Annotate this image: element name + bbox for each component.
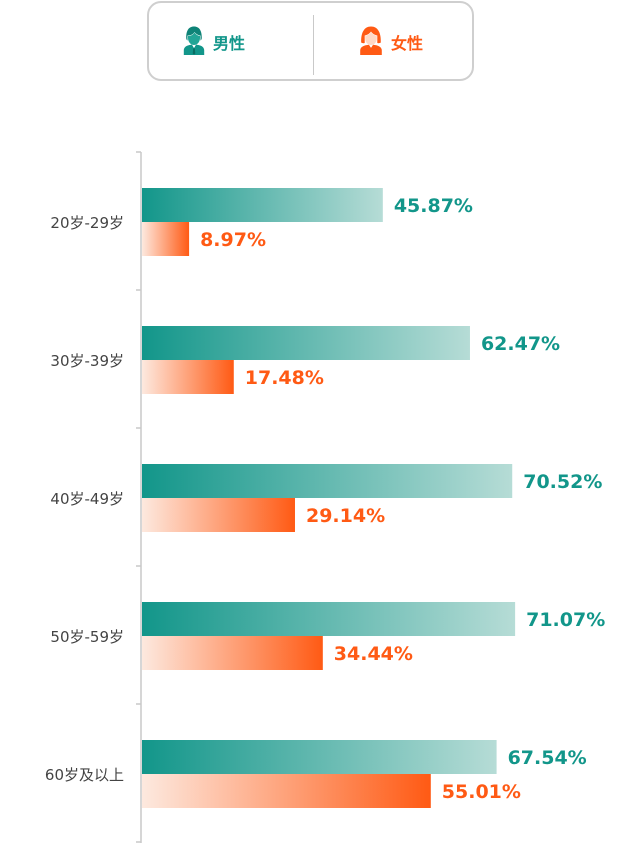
female-value-label: 55.01% [442, 781, 521, 803]
female-bar [142, 222, 190, 256]
male-bar [142, 188, 383, 222]
male-value-label: 67.54% [508, 747, 587, 769]
legend: 男性 女性 [147, 1, 474, 81]
category-label: 20岁-29岁 [50, 214, 124, 232]
male-value-label: 45.87% [394, 195, 473, 217]
female-value-label: 29.14% [306, 505, 385, 527]
male-bar [142, 326, 470, 360]
male-value-label: 62.47% [481, 333, 560, 355]
male-value-label: 70.52% [523, 471, 602, 493]
female-person-icon [359, 25, 383, 59]
female-value-label: 34.44% [334, 643, 413, 665]
category-label: 50岁-59岁 [50, 628, 124, 646]
female-bar [142, 636, 323, 670]
male-bar [142, 602, 516, 636]
female-bar [142, 498, 295, 532]
legend-label-female: 女性 [391, 34, 424, 53]
male-bar [142, 464, 513, 498]
female-value-label: 17.48% [245, 367, 324, 389]
category-label: 40岁-49岁 [50, 490, 124, 508]
legend-item-male[interactable]: 男性 [183, 25, 245, 59]
female-bar [142, 360, 234, 394]
male-value-label: 71.07% [526, 609, 605, 631]
category-label: 60岁及以上 [45, 766, 124, 784]
male-bar [142, 740, 497, 774]
female-bar [142, 774, 431, 808]
legend-label-male: 男性 [213, 34, 246, 53]
male-person-icon [183, 25, 205, 59]
legend-divider [313, 15, 314, 75]
category-label: 30岁-39岁 [50, 352, 124, 370]
legend-item-female[interactable]: 女性 [359, 25, 423, 59]
female-value-label: 8.97% [200, 229, 266, 251]
